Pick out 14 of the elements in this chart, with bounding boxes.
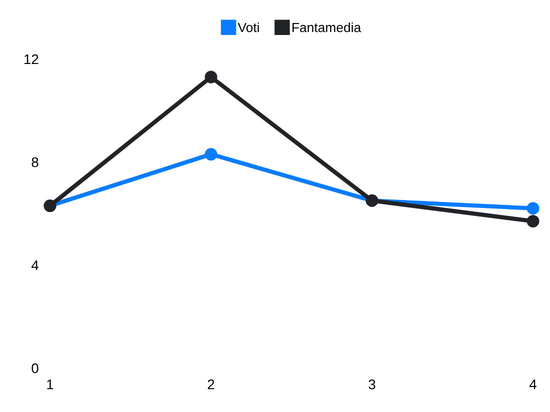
point <box>526 214 540 228</box>
legend-label: Fantamedia <box>292 22 362 32</box>
point <box>526 202 540 215</box>
y-tick-label: 12 <box>24 54 38 64</box>
y-tick-label: 0 <box>32 363 38 374</box>
legend-label: Voti <box>238 22 259 32</box>
y-tick-label: 4 <box>31 260 38 270</box>
y-tick-label: 8 <box>32 157 38 168</box>
point <box>204 70 218 84</box>
x-tick-label: 2 <box>208 379 214 390</box>
x-tick-label: 1 <box>47 380 54 390</box>
point <box>204 148 218 161</box>
x-tick-label: 4 <box>529 380 536 390</box>
x-tick-label: 3 <box>368 379 376 390</box>
